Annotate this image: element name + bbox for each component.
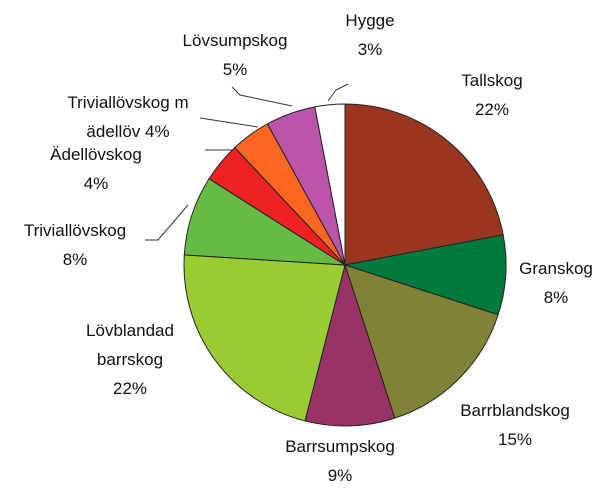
slice-label: Triviallövskog 8% (24, 216, 126, 274)
percent-label: 4% (83, 174, 109, 193)
category-name: Triviallövskog m ädellöv (67, 93, 189, 141)
percent-label: 15% (497, 430, 533, 449)
percent-label: 8% (543, 288, 569, 307)
slice-label: Granskog 8% (519, 254, 593, 312)
category-name: Lövsumpskog (182, 31, 288, 50)
leaders (145, 83, 349, 241)
slice-label: Hygge 3% (345, 6, 394, 64)
pie-slice (314, 103, 346, 266)
percent-label: 4% (145, 122, 170, 141)
category-name: Ädellövskog (50, 145, 142, 164)
leader-line (231, 86, 293, 107)
pie-slice (304, 263, 396, 427)
slice-label: Triviallövskog m ädellöv 4% (66, 88, 191, 146)
category-name: Hygge (345, 11, 395, 30)
category-name: Lövblandad barrskog (86, 321, 174, 369)
category-name: Tallskog (461, 71, 523, 90)
category-name: Triviallövskog (23, 221, 127, 240)
percent-label: 22% (112, 379, 148, 398)
slice-label: Tallskog 22% (461, 66, 522, 124)
percent-label: 5% (222, 60, 248, 79)
percent-label: 3% (357, 40, 383, 59)
slice-label: Lövblandad barrskog 22% (80, 316, 180, 403)
slice-label: Barrsumpskog 9% (285, 432, 395, 488)
leader-line (199, 117, 259, 128)
category-name: Granskog (519, 259, 593, 278)
percent-label: 8% (62, 250, 88, 269)
pie-slice (344, 264, 499, 419)
leader-line (145, 204, 189, 241)
pie-slice (183, 254, 346, 422)
slice-label: Lövsumpskog 5% (183, 26, 288, 84)
leader-line (327, 83, 349, 102)
percent-label: 22% (474, 100, 510, 119)
category-name: Barrsumpskog (285, 437, 395, 456)
slice-label: Barrblandskog 15% (460, 396, 570, 454)
slice-label: Ädellövskog 4% (50, 140, 142, 198)
percent-label: 9% (327, 466, 353, 485)
category-name: Barrblandskog (460, 401, 570, 420)
pie-slice (344, 103, 504, 266)
